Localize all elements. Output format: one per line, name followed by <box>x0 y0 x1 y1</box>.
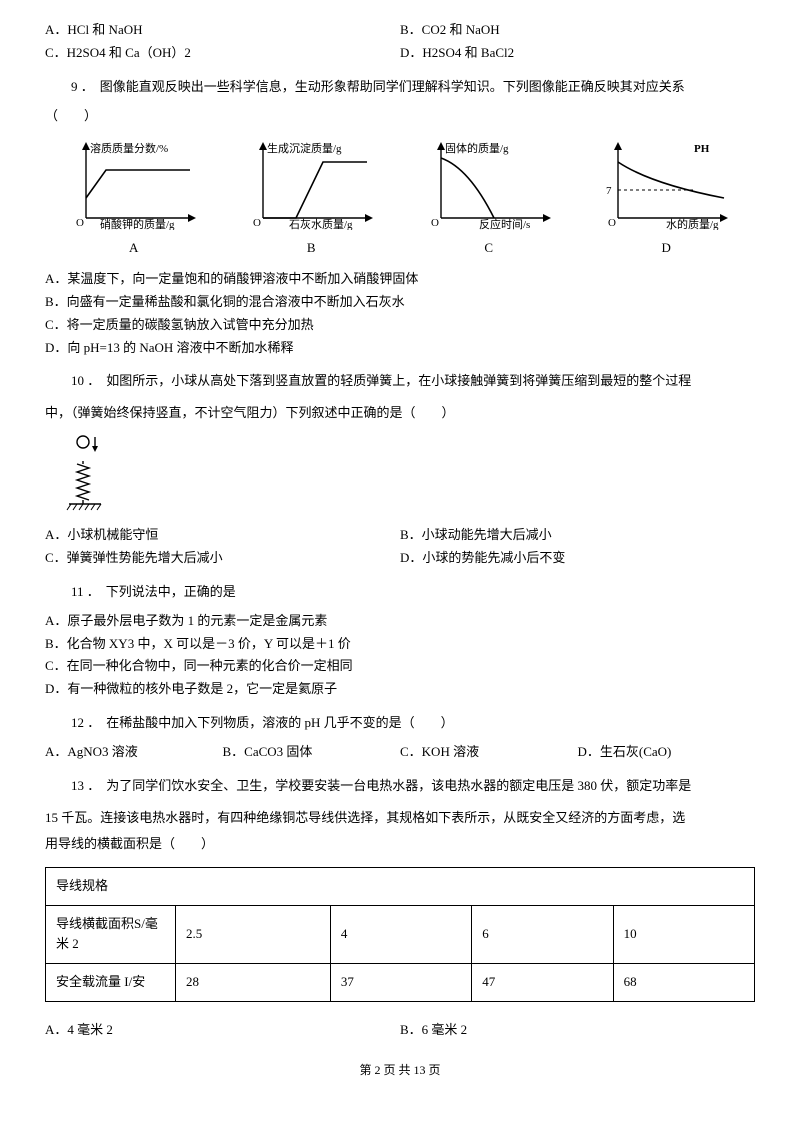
q9-charts-row: 溶质质量分数/% O 硝酸钾的质量/g 生成沉淀质量/g O 石灰水质量/g 固… <box>45 140 755 230</box>
q13-line3: 用导线的横截面积是（ ） <box>45 831 755 857</box>
chart-b-svg: 生成沉淀质量/g O 石灰水质量/g <box>241 140 381 230</box>
chart-b-xlabel: 石灰水质量/g <box>289 217 353 230</box>
svg-text:O: O <box>76 217 84 229</box>
chart-c-xlabel: 反应时间/s <box>479 217 530 230</box>
q13-line2: 15 千瓦。连接该电热水器时，有四种绝缘铜芯导线供选择，其规格如下表所示，从既安… <box>45 805 755 831</box>
chart-d-dash-label: 7 <box>606 185 612 197</box>
q10-options-row1: A．小球机械能守恒 B．小球动能先增大后减小 <box>45 525 755 546</box>
svg-text:O: O <box>608 217 616 229</box>
q12-options-row: A．AgNO3 溶液 B．CaCO3 固体 C．KOH 溶液 D．生石灰(CaO… <box>45 742 755 763</box>
q9-option-b: B．向盛有一定量稀盐酸和氯化铜的混合溶液中不断加入石灰水 <box>45 292 755 313</box>
q12-text: 12 ． 在稀盐酸中加入下列物质，溶液的 pH 几乎不变的是（ ） <box>45 710 755 736</box>
chart-letter-a: A <box>64 238 204 259</box>
wire-current-v0: 28 <box>176 964 331 1002</box>
wire-current-v2: 47 <box>472 964 613 1002</box>
q8-option-a: A．HCl 和 NaOH <box>45 20 400 41</box>
q12-option-c: C．KOH 溶液 <box>400 742 578 763</box>
q13-num: 13 ． <box>71 778 100 793</box>
q11-num: 11 ． <box>71 584 100 599</box>
q9-stem: 图像能直观反映出一些科学信息，生动形象帮助同学们理解科学知识。下列图像能正确反映… <box>100 79 685 94</box>
wire-current-v3: 68 <box>613 964 754 1002</box>
chart-letter-d: D <box>596 238 736 259</box>
chart-b: 生成沉淀质量/g O 石灰水质量/g <box>241 140 381 230</box>
q8-options-row1: A．HCl 和 NaOH B．CO2 和 NaOH <box>45 20 755 41</box>
q11-option-a: A．原子最外层电子数为 1 的元素一定是金属元素 <box>45 611 755 632</box>
q12-option-b: B．CaCO3 固体 <box>223 742 401 763</box>
wire-current-label: 安全载流量 I/安 <box>46 964 176 1002</box>
svg-text:O: O <box>431 217 439 229</box>
chart-a-xlabel: 硝酸钾的质量/g <box>100 217 175 230</box>
chart-letter-b: B <box>241 238 381 259</box>
chart-d-svg: PH 7 O 水的质量/g <box>596 140 736 230</box>
wire-area-v2: 6 <box>472 905 613 964</box>
q13-options-row: A．4 毫米 2 B．6 毫米 2 <box>45 1020 755 1041</box>
q9-option-d: D．向 pH=13 的 NaOH 溶液中不断加水稀释 <box>45 338 755 359</box>
q13-line1: 13 ． 为了同学们饮水安全、卫生，学校要安装一台电热水器，该电热水器的额定电压是… <box>45 773 755 799</box>
spring-svg <box>65 434 125 512</box>
chart-a: 溶质质量分数/% O 硝酸钾的质量/g <box>64 140 204 230</box>
q10-line2: 中，（弹簧始终保持竖直，不计空气阻力）下列叙述中正确的是（ ） <box>45 400 755 426</box>
wire-area-label: 导线横截面积S/毫米 2 <box>46 905 176 964</box>
q8-option-d: D．H2SO4 和 BaCl2 <box>400 43 755 64</box>
q9-chart-letters: A B C D <box>45 238 755 259</box>
wire-row-current: 安全载流量 I/安 28 37 47 68 <box>46 964 755 1002</box>
q12-stem: 在稀盐酸中加入下列物质，溶液的 pH 几乎不变的是（ ） <box>106 715 453 730</box>
svg-text:O: O <box>253 217 261 229</box>
q10-options-row2: C．弹簧弹性势能先增大后减小 D．小球的势能先减小后不变 <box>45 548 755 569</box>
q10-stem1: 如图所示，小球从高处下落到竖直放置的轻质弹簧上，在小球接触弹簧到将弹簧压缩到最短… <box>106 373 691 388</box>
q8-option-c: C．H2SO4 和 Ca（OH）2 <box>45 43 400 64</box>
q9-text: 9 ． 图像能直观反映出一些科学信息，生动形象帮助同学们理解科学知识。下列图像能正… <box>45 74 755 100</box>
chart-a-svg: 溶质质量分数/% O 硝酸钾的质量/g <box>64 140 204 230</box>
q8-option-b: B．CO2 和 NaOH <box>400 20 755 41</box>
q10-figure <box>65 434 755 519</box>
chart-letter-c: C <box>419 238 559 259</box>
q11-stem: 下列说法中，正确的是 <box>106 584 236 599</box>
q8-options-row2: C．H2SO4 和 Ca（OH）2 D．H2SO4 和 BaCl2 <box>45 43 755 64</box>
q13-stem1: 为了同学们饮水安全、卫生，学校要安装一台电热水器，该电热水器的额定电压是 380… <box>106 778 691 793</box>
wire-area-v3: 10 <box>613 905 754 964</box>
wire-table-title: 导线规格 <box>46 867 755 905</box>
q12-option-d: D．生石灰(CaO) <box>578 742 756 763</box>
wire-table: 导线规格 导线横截面积S/毫米 2 2.5 4 6 10 安全载流量 I/安 2… <box>45 867 755 1002</box>
chart-d: PH 7 O 水的质量/g <box>596 140 736 230</box>
chart-d-ylabel: PH <box>694 143 710 155</box>
q11-option-d: D．有一种微粒的核外电子数是 2，它一定是氦原子 <box>45 679 755 700</box>
q13-option-b: B．6 毫米 2 <box>400 1020 755 1041</box>
wire-area-v0: 2.5 <box>176 905 331 964</box>
q12-option-a: A．AgNO3 溶液 <box>45 742 223 763</box>
q10-option-a: A．小球机械能守恒 <box>45 525 400 546</box>
chart-c-ylabel: 固体的质量/g <box>445 141 509 155</box>
q9-option-c: C．将一定质量的碳酸氢钠放入试管中充分加热 <box>45 315 755 336</box>
q12-num: 12 ． <box>71 715 100 730</box>
wire-area-v1: 4 <box>330 905 471 964</box>
q9-option-a: A．某温度下，向一定量饱和的硝酸钾溶液中不断加入硝酸钾固体 <box>45 269 755 290</box>
q11-text: 11 ． 下列说法中，正确的是 <box>45 579 755 605</box>
chart-c: 固体的质量/g O 反应时间/s <box>419 140 559 230</box>
wire-current-v1: 37 <box>330 964 471 1002</box>
chart-b-ylabel: 生成沉淀质量/g <box>267 141 342 155</box>
chart-d-xlabel: 水的质量/g <box>666 217 719 230</box>
q10-option-c: C．弹簧弹性势能先增大后减小 <box>45 548 400 569</box>
wire-row-area: 导线横截面积S/毫米 2 2.5 4 6 10 <box>46 905 755 964</box>
q13-option-a: A．4 毫米 2 <box>45 1020 400 1041</box>
q10-num: 10 ． <box>71 373 100 388</box>
page-footer: 第 2 页 共 13 页 <box>45 1061 755 1080</box>
q10-line1: 10 ． 如图所示，小球从高处下落到竖直放置的轻质弹簧上，在小球接触弹簧到将弹簧压… <box>45 368 755 394</box>
q11-option-c: C．在同一种化合物中，同一种元素的化合价一定相同 <box>45 656 755 677</box>
q10-option-b: B．小球动能先增大后减小 <box>400 525 755 546</box>
chart-a-ylabel: 溶质质量分数/% <box>90 141 168 155</box>
q9-num: 9 ． <box>71 79 94 94</box>
chart-c-svg: 固体的质量/g O 反应时间/s <box>419 140 559 230</box>
q9-tail: （ ） <box>45 106 755 127</box>
q10-option-d: D．小球的势能先减小后不变 <box>400 548 755 569</box>
q11-option-b: B．化合物 XY3 中，X 可以是－3 价，Y 可以是＋1 价 <box>45 634 755 655</box>
